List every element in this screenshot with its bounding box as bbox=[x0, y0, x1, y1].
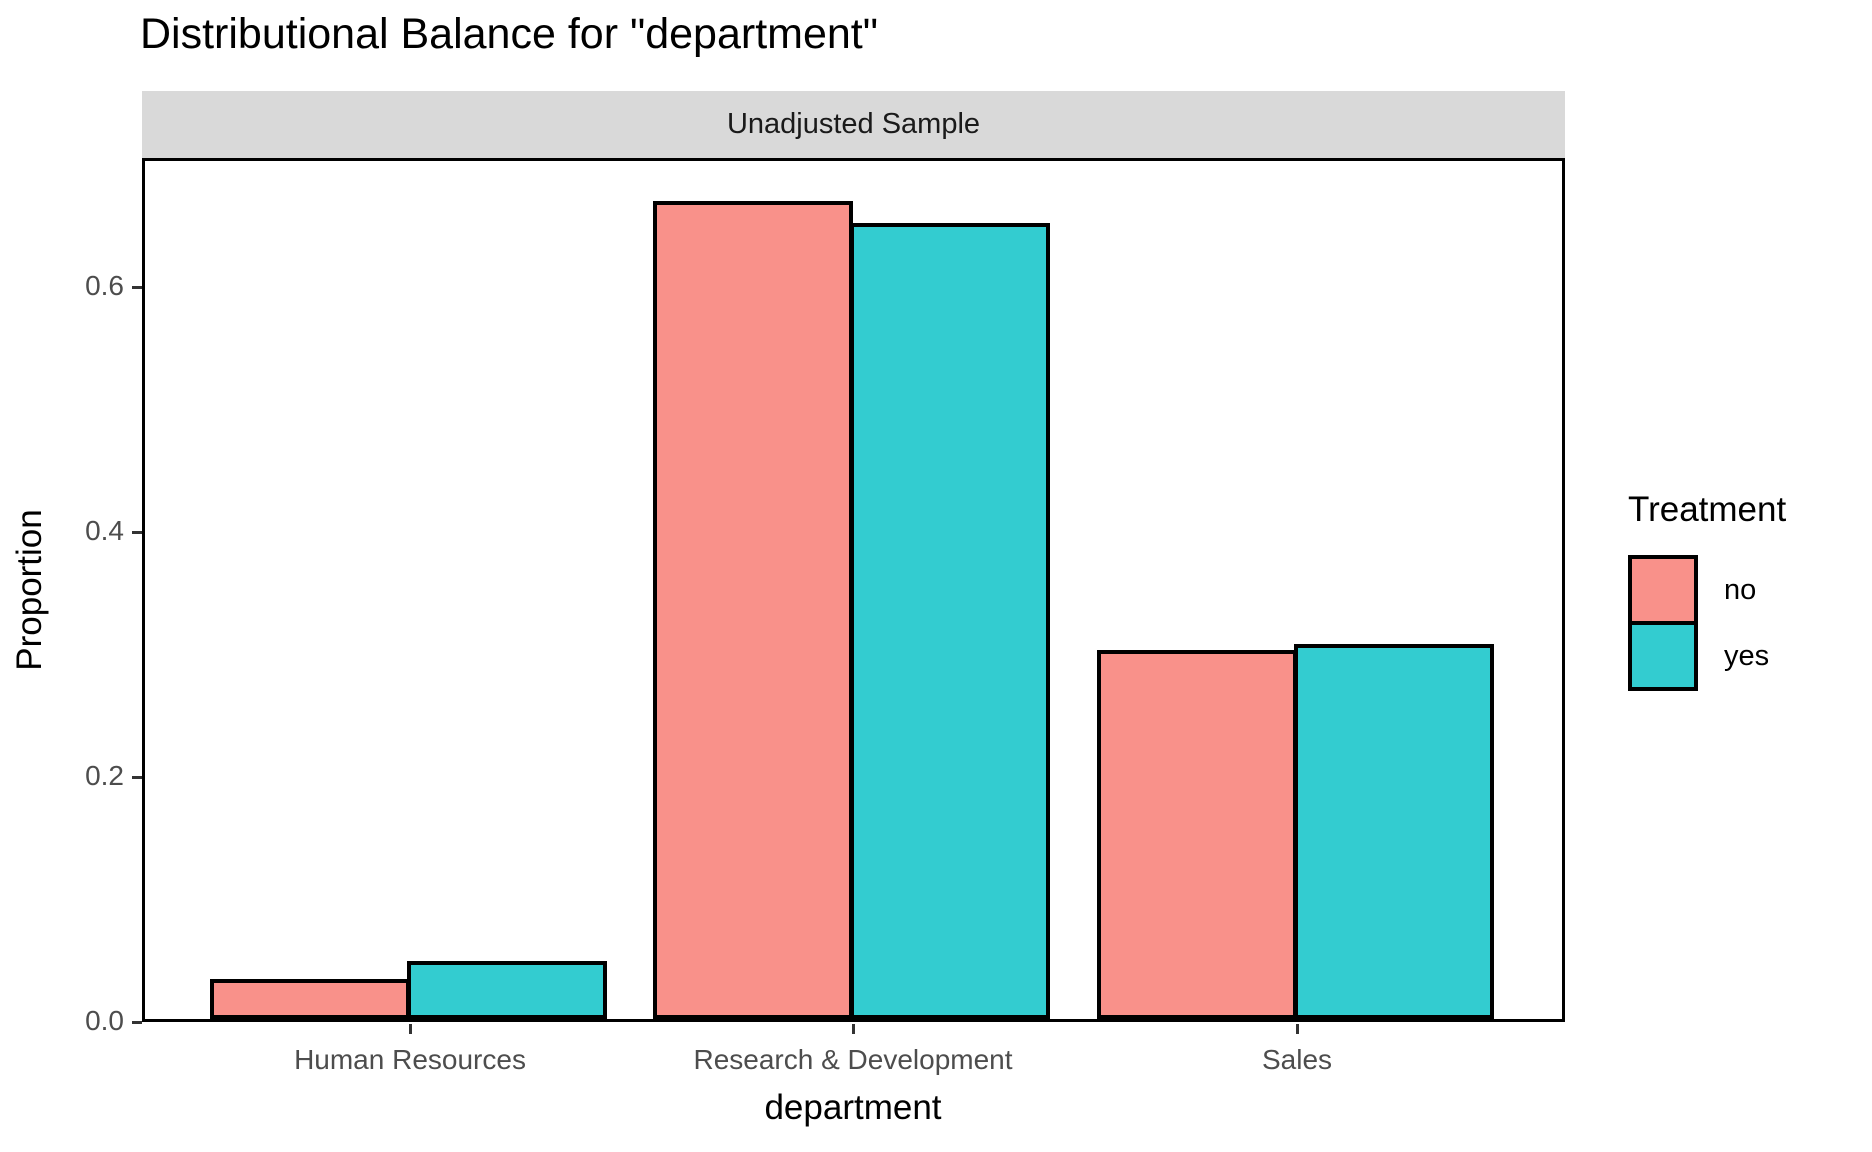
legend-item-label: yes bbox=[1724, 639, 1770, 672]
plot-panel bbox=[142, 158, 1565, 1022]
facet-strip-label: Unadjusted Sample bbox=[726, 108, 981, 140]
legend-item-no: no bbox=[1628, 555, 1786, 625]
facet-strip: Unadjusted Sample bbox=[142, 91, 1565, 158]
bar-yes-human-resources bbox=[407, 961, 607, 1019]
y-tick-mark bbox=[132, 776, 142, 779]
y-tick-mark bbox=[132, 286, 142, 289]
legend-item-label: no bbox=[1724, 573, 1757, 606]
legend: Treatment no yes bbox=[1628, 490, 1786, 691]
y-tick-mark bbox=[132, 1021, 142, 1024]
legend-swatch-yes-icon bbox=[1628, 621, 1698, 691]
legend-swatch-no-icon bbox=[1628, 555, 1698, 625]
x-tick-mark bbox=[1296, 1024, 1299, 1034]
legend-title: Treatment bbox=[1628, 490, 1787, 529]
bar-yes-research-development bbox=[850, 223, 1050, 1019]
x-tick-mark bbox=[409, 1024, 412, 1034]
x-tick-label: Research & Development bbox=[693, 1044, 1013, 1075]
bar-no-human-resources bbox=[210, 979, 410, 1019]
y-tick-label: 0.4 bbox=[85, 515, 124, 546]
y-tick-label: 0.2 bbox=[85, 760, 124, 791]
plot-title: Distributional Balance for "department" bbox=[140, 10, 879, 58]
bar-no-sales bbox=[1097, 650, 1297, 1019]
x-tick-mark bbox=[852, 1024, 855, 1034]
legend-item-yes: yes bbox=[1628, 621, 1786, 691]
x-tick-label: Sales bbox=[1261, 1044, 1333, 1075]
y-axis-title: Proportion bbox=[10, 509, 49, 671]
y-tick-label: 0.6 bbox=[85, 270, 124, 301]
x-axis-title: department bbox=[764, 1088, 942, 1127]
bar-no-research-development bbox=[653, 201, 853, 1019]
x-tick-label: Human Resources bbox=[294, 1044, 526, 1075]
bar-yes-sales bbox=[1294, 644, 1494, 1019]
y-tick-mark bbox=[132, 531, 142, 534]
y-tick-label: 0.0 bbox=[85, 1005, 124, 1036]
